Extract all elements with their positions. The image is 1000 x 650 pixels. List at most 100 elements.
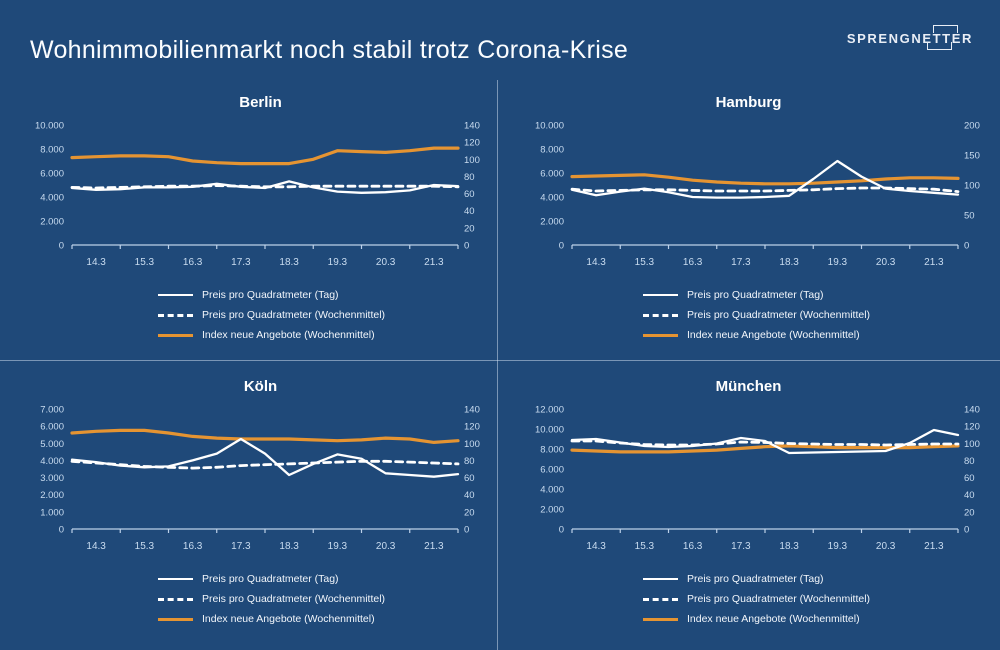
legend-item: Index neue Angebote (Wochenmittel) [158,609,497,629]
x-axis-label: 14.3 [86,257,106,268]
x-axis-label: 21.3 [924,541,944,552]
right-axis-label: 100 [964,439,980,450]
x-axis-label: 16.3 [182,257,202,268]
right-axis-label: 100 [964,181,980,192]
x-axis-label: 18.3 [779,257,799,268]
chart-legend-muenchen: Preis pro Quadratmeter (Tag) Preis pro Qu… [643,569,1000,629]
logo-bracket-bottom-icon [926,42,952,50]
x-axis-label: 17.3 [231,257,251,268]
left-axis-label: 4.000 [40,456,64,467]
left-axis-label: 6.000 [540,465,564,476]
legend-label: Preis pro Quadratmeter (Wochenmittel) [687,309,871,321]
x-axis-label: 16.3 [682,541,702,552]
x-axis-label: 19.3 [827,257,847,268]
right-axis-label: 0 [464,241,469,252]
left-axis-label: 6.000 [40,169,64,180]
legend-line-sample-solid-white [158,294,193,296]
left-axis-label: 4.000 [40,193,64,204]
left-axis-label: 4.000 [540,193,564,204]
x-axis-label: 17.3 [731,257,751,268]
legend-label: Preis pro Quadratmeter (Tag) [687,289,824,301]
x-axis-label: 21.3 [924,257,944,268]
x-axis-label: 20.3 [375,541,395,552]
right-axis-label: 60 [464,473,475,484]
x-axis-label: 16.3 [182,541,202,552]
legend-label: Index neue Angebote (Wochenmittel) [202,613,375,625]
left-axis-label: 0 [558,525,563,536]
legend-line-sample-dashed-white [158,597,193,601]
chart-title-muenchen: München [715,378,782,395]
legend-label: Preis pro Quadratmeter (Tag) [202,289,339,301]
legend-item: Preis pro Quadratmeter (Tag) [643,285,1000,305]
legend-label: Index neue Angebote (Wochenmittel) [687,329,860,341]
right-axis-label: 100 [464,155,480,166]
left-axis-label: 6.000 [40,422,64,433]
legend-line-sample-dashed-white [643,597,678,601]
chart-legend-hamburg: Preis pro Quadratmeter (Tag) Preis pro Qu… [643,285,1000,345]
logo-text-tt: TT [932,31,952,46]
right-axis-label: 120 [464,422,480,433]
right-axis-label: 40 [464,490,475,501]
logo-text-prefix: SPRENGNE [846,31,933,46]
left-axis-label: 4.000 [540,485,564,496]
right-axis-label: 60 [964,473,975,484]
logo-bracket-top-icon [932,25,958,33]
x-axis-label: 17.3 [731,541,751,552]
series-line-dashed-white [570,186,959,193]
logo-tt-mark: TT [926,25,958,50]
series-line-dashed-white [70,459,459,470]
x-axis-label: 16.3 [682,257,702,268]
x-axis-label: 20.3 [375,257,395,268]
legend-line-sample-solid-orange [643,333,678,337]
legend-label: Preis pro Quadratmeter (Wochenmittel) [202,593,386,605]
x-axis-label: 19.3 [327,257,347,268]
legend-item: Preis pro Quadratmeter (Wochenmittel) [643,305,1000,325]
left-axis-label: 0 [58,525,63,536]
right-axis-label: 120 [464,138,480,149]
legend-line-sample-solid-orange [158,617,193,621]
x-axis-label: 17.3 [231,541,251,552]
legend-label: Index neue Angebote (Wochenmittel) [687,613,860,625]
left-axis-label: 2.000 [40,490,64,501]
x-axis-label: 15.3 [134,257,154,268]
left-axis-label: 7.000 [40,405,64,416]
x-axis-label: 18.3 [279,541,299,552]
x-axis-label: 15.3 [134,541,154,552]
right-axis-label: 120 [964,422,980,433]
legend-line-sample-solid-orange [643,617,678,621]
x-axis-label: 14.3 [586,257,606,268]
legend-item: Preis pro Quadratmeter (Wochenmittel) [158,589,497,609]
chart-plot-muenchen: 14.3 15.3 16.3 17.3 18.3 19.3 20.3 21.3 12.000 10… [534,405,980,553]
left-axis-label: 10.000 [534,425,563,436]
right-axis-label: 0 [464,525,469,536]
right-axis-label: 80 [464,456,475,467]
legend-item: Preis pro Quadratmeter (Wochenmittel) [643,589,1000,609]
left-axis-label: 1.000 [40,507,64,518]
series-line-solid-orange [69,146,460,166]
chart-panel-berlin: Berlin 14.3 15.3 16.3 17.3 18.3 19.3 20.3 21.3 1… [0,84,497,360]
x-axis-label: 21.3 [424,257,444,268]
chart-plot-koeln: 14.3 15.3 16.3 17.3 18.3 19.3 20.3 21.3 7.000 6.0… [40,405,480,553]
left-axis-label: 5.000 [40,439,64,450]
series-line-dashed-white [570,439,959,447]
right-axis-label: 100 [464,439,480,450]
legend-label: Preis pro Quadratmeter (Wochenmittel) [687,593,871,605]
x-axis-label: 15.3 [634,257,654,268]
series-line-dashed-white [70,184,459,190]
right-axis-label: 40 [964,490,975,501]
left-axis-label: 8.000 [540,145,564,156]
chart-panel-hamburg: Hamburg 14.3 15.3 16.3 17.3 18.3 19.3 20.3 21.3… [497,84,1000,360]
left-axis-label: 10.000 [34,121,63,132]
x-axis-label: 15.3 [634,541,654,552]
left-axis-label: 8.000 [40,145,64,156]
chart-legend-berlin: Preis pro Quadratmeter (Tag) Preis pro Qu… [158,285,497,345]
left-axis-label: 2.000 [40,217,64,228]
left-axis-label: 0 [558,241,563,252]
chart-panel-koeln: Köln 14.3 15.3 16.3 17.3 18.3 19.3 20.3 21.3 7.0… [0,362,497,650]
legend-label: Preis pro Quadratmeter (Tag) [687,573,824,585]
right-axis-label: 0 [964,241,969,252]
right-axis-label: 80 [464,172,475,183]
legend-label: Preis pro Quadratmeter (Tag) [202,573,339,585]
right-axis-label: 20 [964,507,975,518]
x-axis-label: 14.3 [86,541,106,552]
